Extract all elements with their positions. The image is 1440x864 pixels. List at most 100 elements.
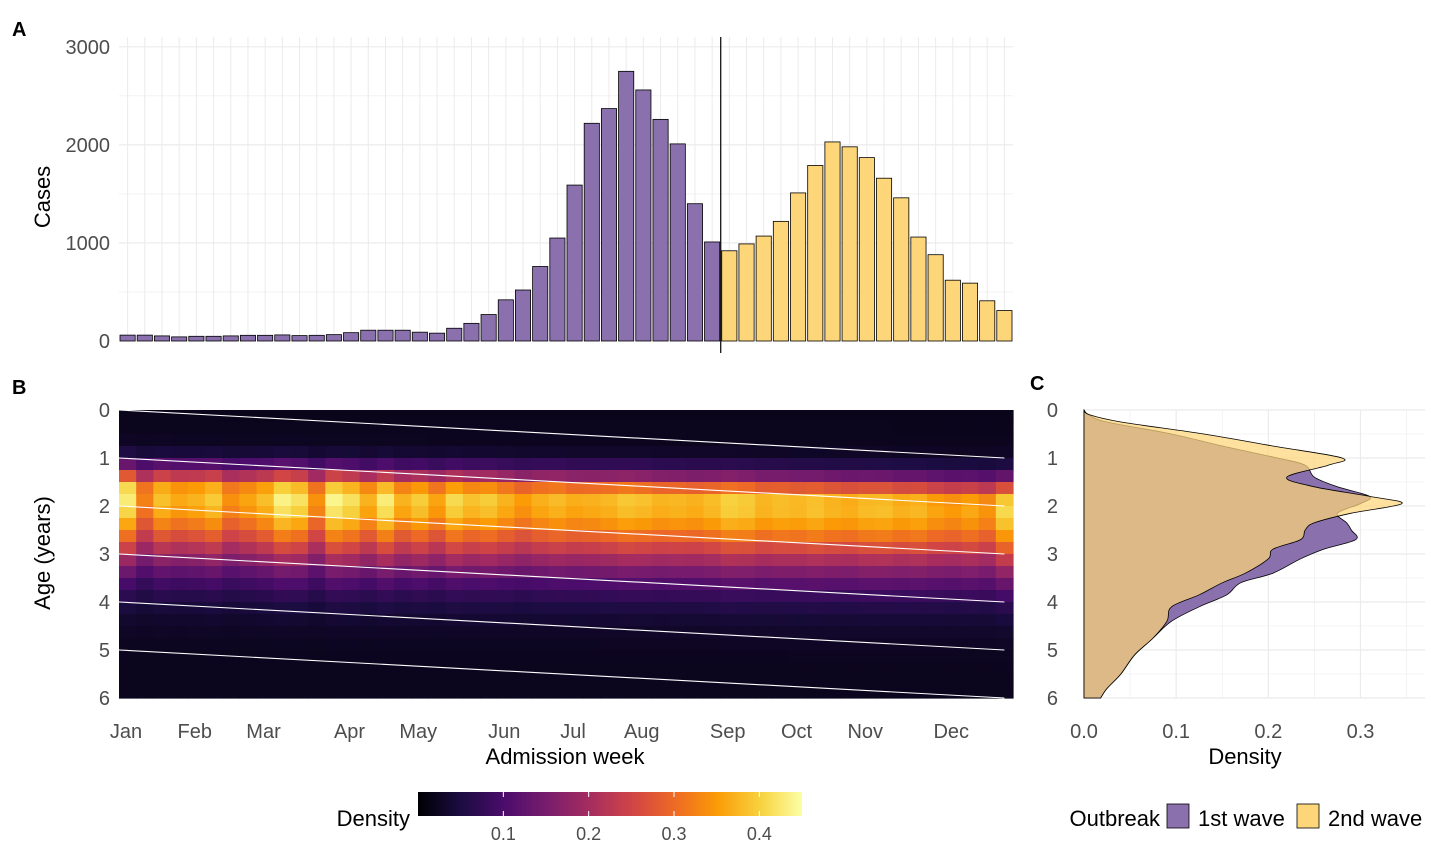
heatmap-cell-week-34-age-bin-20 bbox=[686, 650, 705, 663]
heatmap-cell-week-40-age-bin-3 bbox=[789, 446, 808, 459]
heatmap-cell-week-47-age-bin-8 bbox=[909, 506, 928, 519]
heatmap-cell-week-3-age-bin-3 bbox=[153, 446, 172, 459]
heatmap-cell-week-43-age-bin-8 bbox=[841, 506, 859, 519]
heatmap-cell-week-32-age-bin-19 bbox=[651, 638, 670, 651]
heatmap-cell-week-25-age-bin-0 bbox=[531, 410, 550, 423]
heatmap-cell-week-21-age-bin-7 bbox=[462, 494, 481, 507]
heatmap-cell-week-18-age-bin-9 bbox=[411, 518, 430, 531]
heatmap-cell-week-28-age-bin-1 bbox=[583, 422, 601, 435]
heatmap-cell-week-45-age-bin-23 bbox=[875, 686, 894, 699]
heatmap-cell-week-51-age-bin-0 bbox=[978, 410, 997, 423]
heatmap-cell-week-15-age-bin-18 bbox=[359, 626, 378, 639]
heatmap-cell-week-35-age-bin-12 bbox=[703, 554, 722, 567]
heatmap-cell-week-19-age-bin-7 bbox=[428, 494, 447, 507]
heatmap-cell-week-9-age-bin-16 bbox=[256, 602, 275, 615]
bar-first-wave-week-26 bbox=[549, 237, 566, 342]
heatmap-cell-week-19-age-bin-4 bbox=[428, 458, 447, 471]
heatmap-cell-week-28-age-bin-13 bbox=[583, 566, 601, 579]
heatmap-cell-week-35-age-bin-21 bbox=[703, 662, 722, 675]
heatmap-cell-week-42-age-bin-1 bbox=[823, 422, 842, 435]
heatmap-cell-week-43-age-bin-0 bbox=[841, 410, 859, 423]
heatmap-cell-week-4-age-bin-1 bbox=[170, 422, 189, 435]
heatmap-cell-week-6-age-bin-0 bbox=[204, 410, 223, 423]
heatmap-cell-week-45-age-bin-9 bbox=[875, 518, 894, 531]
heatmap-cell-week-15-age-bin-5 bbox=[359, 470, 378, 483]
heatmap-cell-week-43-age-bin-18 bbox=[841, 626, 859, 639]
heatmap-cell-week-48-age-bin-2 bbox=[927, 434, 945, 447]
heatmap-cell-week-13-age-bin-6 bbox=[325, 482, 344, 495]
heatmap-cell-week-14-age-bin-0 bbox=[342, 410, 361, 423]
heatmap-cell-week-38-age-bin-13 bbox=[755, 566, 773, 579]
heatmap-cell-week-30-age-bin-10 bbox=[617, 530, 636, 543]
x-tick-label: May bbox=[399, 721, 437, 743]
heatmap-cell-week-8-age-bin-11 bbox=[239, 542, 258, 555]
heatmap-cell-week-38-age-bin-18 bbox=[755, 626, 773, 639]
heatmap-cell-week-5-age-bin-12 bbox=[187, 554, 206, 567]
heatmap-cell-week-11-age-bin-4 bbox=[290, 458, 309, 471]
heatmap-cell-week-26-age-bin-16 bbox=[548, 602, 567, 615]
heatmap-cell-week-51-age-bin-19 bbox=[978, 638, 997, 651]
heatmap-cell-week-8-age-bin-10 bbox=[239, 530, 258, 543]
heatmap-cell-week-44-age-bin-12 bbox=[858, 554, 877, 567]
bar-second-wave-week-40 bbox=[790, 192, 807, 342]
heatmap-cell-week-38-age-bin-15 bbox=[755, 590, 773, 603]
heatmap-cell-week-13-age-bin-7 bbox=[325, 494, 344, 507]
heatmap-cell-week-15-age-bin-15 bbox=[359, 590, 378, 603]
heatmap-cell-week-26-age-bin-1 bbox=[548, 422, 567, 435]
heatmap-cell-week-2-age-bin-18 bbox=[136, 626, 154, 639]
heatmap-cell-week-21-age-bin-8 bbox=[462, 506, 481, 519]
heatmap-cell-week-24-age-bin-23 bbox=[514, 686, 533, 699]
heatmap-cell-week-8-age-bin-15 bbox=[239, 590, 258, 603]
heatmap-cell-week-37-age-bin-21 bbox=[737, 662, 756, 675]
heatmap-cell-week-52-age-bin-7 bbox=[995, 494, 1014, 507]
heatmap-cell-week-46-age-bin-22 bbox=[892, 674, 911, 687]
heatmap-cell-week-27-age-bin-5 bbox=[566, 470, 584, 483]
heatmap-cell-week-13-age-bin-2 bbox=[325, 434, 344, 447]
heatmap-cell-week-12-age-bin-7 bbox=[308, 494, 326, 507]
heatmap-cell-week-30-age-bin-7 bbox=[617, 494, 636, 507]
heatmap-cell-week-45-age-bin-1 bbox=[875, 422, 894, 435]
heatmap-cell-week-47-age-bin-18 bbox=[909, 626, 928, 639]
heatmap-cell-week-32-age-bin-15 bbox=[651, 590, 670, 603]
heatmap-cell-week-29-age-bin-21 bbox=[600, 662, 619, 675]
heatmap-cell-week-21-age-bin-6 bbox=[462, 482, 481, 495]
heatmap-cell-week-40-age-bin-18 bbox=[789, 626, 808, 639]
heatmap-cell-week-12-age-bin-13 bbox=[308, 566, 326, 579]
heatmap-cell-week-44-age-bin-15 bbox=[858, 590, 877, 603]
heatmap-cell-week-10-age-bin-14 bbox=[273, 578, 292, 591]
heatmap-cell-week-27-age-bin-22 bbox=[566, 674, 584, 687]
heatmap-cell-week-39-age-bin-23 bbox=[772, 686, 791, 699]
heatmap-cell-week-10-age-bin-9 bbox=[273, 518, 292, 531]
heatmap-cell-week-21-age-bin-10 bbox=[462, 530, 481, 543]
heatmap-cell-week-19-age-bin-19 bbox=[428, 638, 447, 651]
heatmap-cell-week-32-age-bin-7 bbox=[651, 494, 670, 507]
heatmap-cell-week-50-age-bin-6 bbox=[961, 482, 980, 495]
heatmap-cell-week-37-age-bin-23 bbox=[737, 686, 756, 699]
heatmap-cell-week-6-age-bin-2 bbox=[204, 434, 223, 447]
heatmap-cell-week-25-age-bin-13 bbox=[531, 566, 550, 579]
heatmap-cell-week-39-age-bin-0 bbox=[772, 410, 791, 423]
heatmap-cell-week-36-age-bin-0 bbox=[720, 410, 739, 423]
heatmap-cell-week-8-age-bin-2 bbox=[239, 434, 258, 447]
heatmap-cell-week-6-age-bin-3 bbox=[204, 446, 223, 459]
heatmap-cell-week-52-age-bin-15 bbox=[995, 590, 1014, 603]
bar-first-wave-week-12 bbox=[308, 334, 325, 342]
bar-second-wave-week-50 bbox=[962, 282, 979, 342]
heatmap-cell-week-49-age-bin-22 bbox=[944, 674, 963, 687]
heatmap-cell-week-49-age-bin-19 bbox=[944, 638, 963, 651]
heatmap-cell-week-9-age-bin-17 bbox=[256, 614, 275, 627]
heatmap-cell-week-11-age-bin-14 bbox=[290, 578, 309, 591]
heatmap-cell-week-25-age-bin-3 bbox=[531, 446, 550, 459]
heatmap-cell-week-50-age-bin-1 bbox=[961, 422, 980, 435]
x-tick-label: 0.3 bbox=[1347, 721, 1375, 743]
heatmap-cell-week-29-age-bin-17 bbox=[600, 614, 619, 627]
x-tick-label: Sep bbox=[710, 721, 746, 743]
heatmap-cell-week-1-age-bin-1 bbox=[119, 422, 137, 435]
heatmap-cell-week-7-age-bin-6 bbox=[222, 482, 240, 495]
heatmap-cell-week-24-age-bin-0 bbox=[514, 410, 533, 423]
heatmap-cell-week-16-age-bin-0 bbox=[376, 410, 395, 423]
bar-first-wave-week-15 bbox=[360, 329, 377, 342]
heatmap-cell-week-34-age-bin-22 bbox=[686, 674, 705, 687]
panel-a-y-ticks: 0 1000 2000 3000 bbox=[66, 37, 111, 353]
heatmap-cell-week-46-age-bin-9 bbox=[892, 518, 911, 531]
